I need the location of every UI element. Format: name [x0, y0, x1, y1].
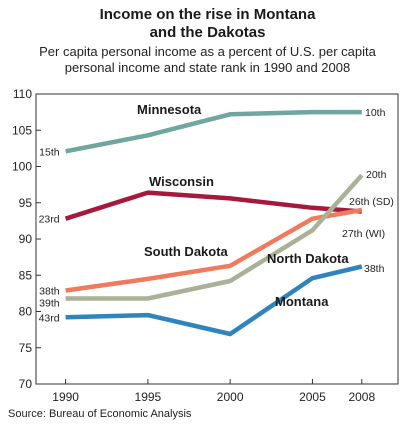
- x-tick-label: 1995: [135, 390, 162, 404]
- rank-end-north-dakota: 20th: [366, 169, 387, 181]
- rank-end-south-dakota: 26th (SD): [349, 196, 394, 208]
- chart-subtitle-line-2: personal income and state rank in 1990 a…: [64, 60, 351, 75]
- rank-end-minnesota: 10th: [365, 107, 386, 119]
- chart-subtitle: Per capita personal income as a percent …: [0, 44, 415, 76]
- y-tick-label: 100: [12, 160, 32, 174]
- rank-end-montana: 38th: [364, 263, 385, 275]
- rank-start-south-dakota: 38th: [39, 285, 60, 297]
- rank-end-wisconsin: 27th (WI): [342, 228, 385, 240]
- series-label-south-dakota: South Dakota: [144, 244, 229, 259]
- series-line-wisconsin: [64, 190, 362, 221]
- chart-title-line-1: Income on the rise in Montana: [99, 6, 316, 23]
- chart-subtitle-line-1: Per capita personal income as a percent …: [39, 44, 376, 59]
- x-tick-label: 2000: [217, 390, 244, 404]
- rank-start-wisconsin: 23rd: [39, 214, 60, 226]
- y-tick-label: 75: [19, 341, 33, 355]
- y-tick-label: 70: [19, 377, 33, 391]
- rank-start-minnesota: 15th: [39, 146, 60, 158]
- y-tick-label: 90: [19, 232, 33, 246]
- y-tick-label: 95: [19, 196, 33, 210]
- series-line-minnesota: [65, 109, 362, 154]
- source-note: Source: Bureau of Economic Analysis: [8, 408, 192, 420]
- x-tick-label: 2005: [299, 390, 326, 404]
- series-line-montana: [65, 264, 363, 337]
- series-line-south-dakota: [65, 207, 363, 293]
- series-label-montana: Montana: [275, 294, 329, 309]
- y-tick-label: 80: [19, 305, 33, 319]
- y-tick-label: 105: [12, 123, 32, 137]
- series-line-north-dakota: [65, 173, 364, 301]
- chart-title-line-2: and the Dakotas: [149, 24, 266, 41]
- chart-title: Income on the rise in Montana and the Da…: [0, 6, 415, 42]
- x-tick-label: 2008: [348, 390, 375, 404]
- y-tick-label: 110: [13, 87, 32, 101]
- series-label-minnesota: Minnesota: [137, 102, 202, 117]
- x-tick-label: 1990: [52, 390, 79, 404]
- y-tick-label: 85: [19, 268, 33, 282]
- series-label-north-dakota: North Dakota: [267, 251, 349, 266]
- rank-start-north-dakota: 39th: [39, 297, 60, 309]
- rank-start-montana: 43rd: [39, 312, 60, 324]
- series-label-wisconsin: Wisconsin: [149, 174, 214, 189]
